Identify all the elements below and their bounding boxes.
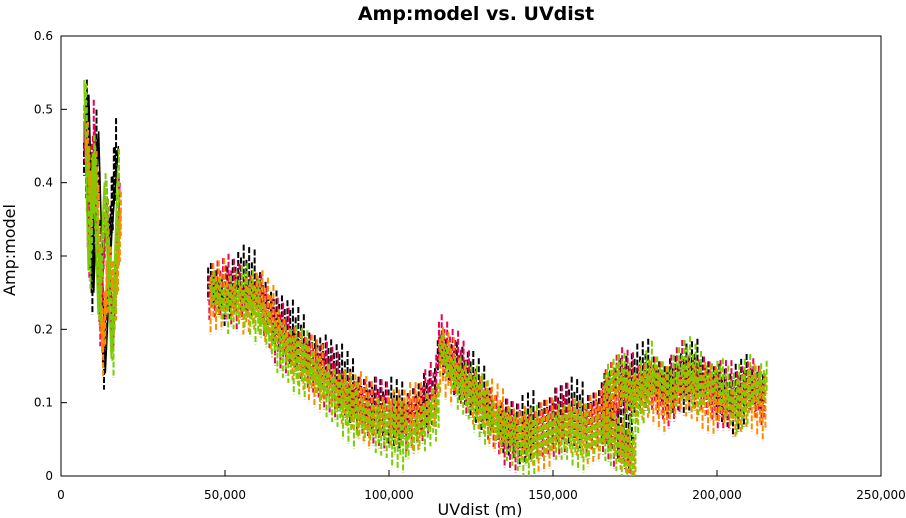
- series-line: [84, 94, 120, 374]
- data-marks: [83, 79, 768, 476]
- x-axis-label: UVdist (m): [437, 500, 522, 518]
- x-tick-label: 0: [57, 488, 65, 502]
- series-line: [207, 284, 439, 441]
- x-tick-label: 50,000: [204, 488, 246, 502]
- x-tick-label: 200,000: [692, 488, 742, 502]
- series-line: [437, 343, 636, 455]
- y-tick-label: 0.6: [34, 29, 53, 43]
- y-tick-label: 0: [45, 469, 53, 483]
- x-tick-label: 100,000: [364, 488, 414, 502]
- x-axis-ticks: 0 50,000 100,000 150,000 200,000 250,000: [57, 470, 906, 502]
- x-tick-label: 250,000: [856, 488, 906, 502]
- x-tick-label: 150,000: [528, 488, 578, 502]
- series-line: [83, 79, 119, 359]
- y-axis-label: Amp:model: [0, 204, 19, 296]
- y-tick-label: 0.3: [34, 249, 53, 263]
- chart-title: Amp:model vs. UVdist: [358, 3, 594, 25]
- y-tick-label: 0.5: [34, 102, 53, 116]
- y-tick-label: 0.1: [34, 396, 53, 410]
- y-tick-label: 0.4: [34, 176, 53, 190]
- series-line: [601, 364, 767, 405]
- y-axis-ticks: 0 0.1 0.2 0.3 0.4 0.5 0.6: [34, 29, 67, 483]
- y-tick-label: 0.2: [34, 322, 53, 336]
